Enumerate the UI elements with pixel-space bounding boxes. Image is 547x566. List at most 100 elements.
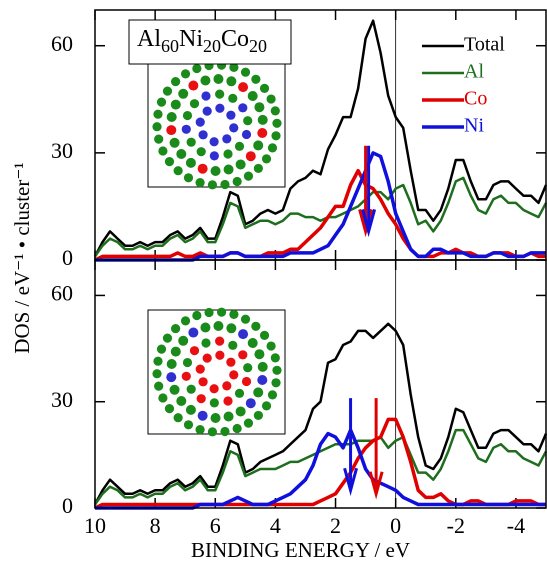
subscript: 60 [161, 36, 179, 56]
cluster-atom [176, 149, 187, 160]
cluster-atom [253, 410, 263, 421]
cluster-atom [223, 396, 233, 406]
cluster-atom [200, 322, 211, 333]
cluster-atom [245, 398, 256, 409]
cluster-atom [197, 410, 208, 421]
element: Ni [179, 26, 203, 52]
y-tick-label: 30 [51, 138, 73, 163]
cluster-atom [154, 134, 164, 144]
cluster-atom [253, 163, 263, 174]
cluster-atom [235, 159, 246, 170]
cluster-atom [257, 127, 268, 138]
cluster-atom [259, 83, 270, 93]
cluster-atom [200, 75, 211, 86]
cluster-atom [185, 157, 196, 168]
cluster-atom [162, 86, 173, 96]
cluster-atom [186, 384, 196, 394]
cluster-atom [226, 323, 237, 334]
cluster-atom [238, 350, 248, 360]
cluster-atom [253, 140, 264, 151]
cluster-atom [257, 374, 268, 385]
legend-label: Co [464, 88, 487, 110]
cluster-atom [272, 365, 282, 375]
cluster-atom [215, 89, 225, 99]
cluster-atom [259, 330, 270, 340]
cluster-atom [197, 163, 208, 174]
cluster-atom [241, 376, 252, 387]
x-tick-label: -4 [507, 513, 525, 538]
cluster-atom [171, 76, 181, 87]
cluster-atom [243, 116, 253, 126]
cluster-atom [229, 370, 239, 380]
series-line [93, 19, 547, 257]
cluster-atom [271, 131, 281, 141]
cluster-atom [272, 118, 282, 128]
cluster-atom [215, 103, 225, 113]
cluster-atom [220, 426, 230, 437]
x-tick-label: 4 [270, 513, 281, 538]
cluster-atom [271, 378, 281, 388]
cluster-atom [207, 427, 218, 437]
cluster-atom [243, 418, 254, 428]
cluster-atom [201, 91, 211, 101]
cluster-atom [192, 310, 202, 321]
cluster-atom [261, 401, 272, 411]
arrow [361, 145, 377, 238]
cluster-atom [158, 146, 168, 156]
cluster-atom [243, 363, 253, 373]
cluster-atom [178, 88, 189, 99]
cluster-atom [162, 333, 173, 343]
cluster-atom [207, 180, 218, 190]
cluster-atom [166, 112, 177, 123]
cluster-atom [254, 349, 265, 360]
cluster-atom [226, 76, 237, 87]
cluster-atom [238, 329, 249, 340]
cluster-atom [213, 74, 224, 85]
legend-label: Total [464, 34, 505, 56]
cluster-atom [215, 336, 225, 346]
cluster-atom [216, 307, 227, 317]
cluster-atom [232, 176, 242, 187]
cluster-atom [270, 353, 280, 363]
cluster-atom [267, 143, 278, 153]
cluster-atom [156, 97, 167, 107]
cluster-atom [222, 134, 232, 144]
cluster-atom [254, 102, 265, 113]
cluster-atom [173, 413, 183, 423]
cluster-atom [257, 114, 268, 125]
cluster-atom [247, 90, 258, 101]
cluster-atom [164, 404, 175, 414]
cluster-atom [198, 377, 208, 387]
cluster-atom [153, 109, 163, 119]
label-frame [128, 19, 292, 65]
subscript: 20 [203, 36, 221, 56]
series-line [93, 428, 547, 506]
cluster-atom [154, 381, 164, 391]
cluster-atom [152, 122, 162, 132]
cluster-atom [223, 164, 234, 175]
cluster-atom [170, 346, 181, 357]
cluster-atom [215, 350, 225, 360]
cluster-atom [223, 411, 234, 422]
cluster-atom [180, 316, 191, 326]
cluster-atom [235, 406, 246, 417]
cluster-atom [251, 321, 261, 331]
y-tick-label: 30 [51, 387, 73, 412]
cluster-atom [181, 124, 191, 134]
cluster-atom [183, 173, 194, 183]
cluster-atom [202, 353, 212, 363]
x-tick-label: 0 [390, 513, 401, 538]
cluster-atom [204, 307, 214, 318]
arrow-head [368, 471, 384, 500]
y-tick-label: 60 [51, 31, 73, 56]
cluster-atom [251, 74, 261, 84]
cluster-atom [192, 63, 202, 74]
cluster-atom [238, 82, 249, 93]
cluster-atom [257, 361, 268, 372]
cluster-atom [226, 110, 236, 120]
cluster-atom [223, 149, 233, 159]
cluster-atom [234, 141, 245, 151]
cluster-atom [196, 394, 206, 404]
arrow [343, 398, 359, 496]
